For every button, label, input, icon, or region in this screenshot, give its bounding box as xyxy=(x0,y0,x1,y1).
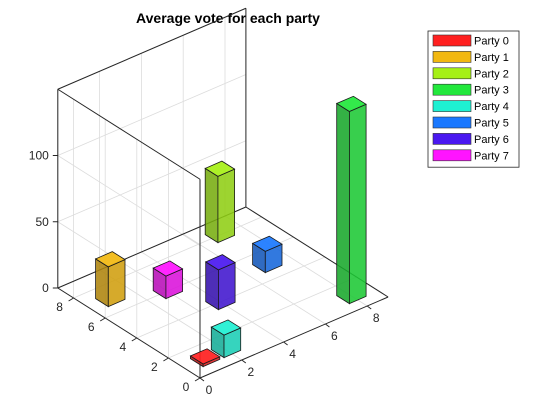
bar-party-1 xyxy=(94,251,126,308)
floor-gridline xyxy=(168,276,357,359)
bar-top-face xyxy=(204,254,236,271)
wall-gridline xyxy=(57,74,247,156)
y-tick-label: 6 xyxy=(88,320,95,334)
y-tick-mark xyxy=(194,377,201,382)
z-tick-label: 0 xyxy=(42,281,49,295)
legend-swatch xyxy=(432,100,472,112)
legend-label: Party 4 xyxy=(474,101,509,113)
axis-box-edge xyxy=(199,296,389,379)
bar-party-0 xyxy=(189,348,221,368)
y-tick-mark xyxy=(163,357,169,362)
bar-top-face xyxy=(94,251,126,268)
chart-title: Average vote for each party xyxy=(136,10,320,26)
legend-swatch xyxy=(432,51,472,63)
bar-top-face xyxy=(251,235,283,252)
y-tick-label: 8 xyxy=(56,300,63,314)
x-tick-label: 8 xyxy=(373,311,380,325)
bar-party-5 xyxy=(251,235,283,274)
wall-gridline xyxy=(57,221,201,313)
bar-top-face xyxy=(152,260,184,277)
bar-front-face xyxy=(348,103,367,305)
legend-label: Party 2 xyxy=(474,68,509,80)
x-tick-mark xyxy=(241,359,247,364)
legend-swatch xyxy=(432,149,472,162)
legend-label: Party 3 xyxy=(474,85,509,97)
x-tick-mark xyxy=(366,305,372,310)
x-tick-mark xyxy=(283,341,288,346)
axis-box-edge xyxy=(57,7,247,90)
x-tick-label: 6 xyxy=(331,329,338,343)
y-tick-label: 4 xyxy=(119,340,126,354)
x-tick-label: 2 xyxy=(247,365,254,379)
y-tick-label: 2 xyxy=(151,360,158,374)
bar-party-3 xyxy=(335,95,367,305)
bar-top-face xyxy=(204,160,236,177)
legend: Party 0 Party 1 Party 2 Party 3 Party 4 Party… xyxy=(427,30,520,168)
floor-gridline xyxy=(182,233,326,325)
bar-front-face xyxy=(217,261,236,311)
bar-top-face xyxy=(189,348,221,365)
bar-left-face xyxy=(336,102,350,305)
bar-party-4 xyxy=(210,319,242,359)
legend-label: Party 0 xyxy=(474,36,509,48)
legend-swatch xyxy=(432,83,472,96)
x-tick-label: 4 xyxy=(289,347,296,361)
legend-label: Party 7 xyxy=(474,150,509,162)
wall-gridline xyxy=(57,155,201,246)
axis-box-edge xyxy=(57,287,201,379)
bar-layer xyxy=(94,95,367,368)
z-tick-label: 50 xyxy=(35,215,49,229)
x-tick-mark xyxy=(199,377,205,382)
bar-left-face xyxy=(204,167,219,244)
x-tick-mark xyxy=(325,323,330,328)
axis-box-edge xyxy=(57,88,201,180)
legend-label: Party 5 xyxy=(474,118,509,130)
y-tick-label: 0 xyxy=(183,380,190,394)
z-tick-label: 100 xyxy=(29,149,49,163)
legend-swatch xyxy=(432,116,472,129)
bar-top-face xyxy=(335,95,367,112)
wall-gridline xyxy=(57,140,247,223)
legend-swatch xyxy=(432,34,472,47)
bar-front-face xyxy=(217,168,236,244)
legend-label: Party 6 xyxy=(474,134,509,146)
y-tick-mark xyxy=(131,337,138,342)
bar-party-7 xyxy=(152,260,184,300)
bar-party-2 xyxy=(204,160,236,244)
bar-top-face xyxy=(210,319,242,336)
x-tick-label: 0 xyxy=(206,383,213,397)
legend-label: Party 1 xyxy=(474,52,509,64)
y-tick-mark xyxy=(68,297,74,302)
y-tick-mark xyxy=(99,317,106,322)
bar-party-6 xyxy=(204,254,236,311)
legend-swatch xyxy=(432,67,472,80)
bar-front-face xyxy=(107,258,126,308)
legend-swatch xyxy=(432,133,472,145)
